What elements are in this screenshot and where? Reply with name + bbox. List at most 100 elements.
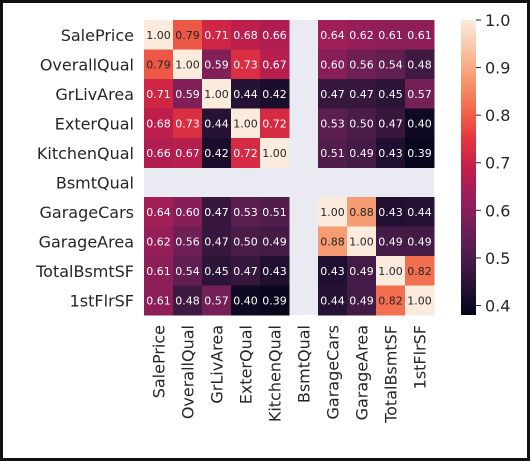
cell-value-label: 0.49 <box>349 294 374 307</box>
cell-value-label: 0.73 <box>175 117 200 130</box>
heatmap-cell <box>173 20 203 50</box>
heatmap-cell <box>347 226 377 257</box>
heatmap-cell <box>405 138 435 168</box>
heatmap-cell <box>144 197 174 227</box>
heatmap-cell <box>376 197 406 227</box>
heatmap-cell <box>347 108 377 139</box>
heatmap-cell <box>202 79 232 109</box>
heatmap-cell <box>144 108 174 139</box>
heatmap-cell <box>376 20 406 50</box>
heatmap-cell <box>173 285 203 316</box>
heatmap-cell <box>405 20 435 50</box>
correlation-heatmap: 1.00 0.79 0.71 0.68 0.66 0.64 0.62 0.61 0.61 0.79… <box>35 11 510 424</box>
heatmap-cell <box>376 79 406 109</box>
cell-value-label: 0.67 <box>262 58 287 71</box>
heatmap-cell <box>260 197 290 227</box>
colorbar-tick-label: 0.6 <box>485 201 510 220</box>
colorbar-tick-label: 0.7 <box>485 154 510 173</box>
heatmap-cell <box>231 79 261 109</box>
heatmap-cell <box>231 49 261 80</box>
cell-value-label: 0.43 <box>262 265 287 278</box>
heatmap-cell <box>376 49 406 80</box>
cell-value-label: 0.72 <box>233 147 258 160</box>
heatmap-cell <box>260 226 290 257</box>
heatmap-cell <box>202 285 232 316</box>
heatmap-cell <box>202 20 232 50</box>
cell-value-label: 0.48 <box>407 58 432 71</box>
cell-value-label: 0.50 <box>349 117 374 130</box>
heatmap-cell <box>173 138 203 168</box>
heatmap-cell <box>318 197 348 227</box>
cell-value-label: 0.40 <box>407 117 432 130</box>
cell-value-label: 0.72 <box>262 117 287 130</box>
column-tick-label: GarageCars <box>324 325 343 419</box>
row-tick-label: GarageCars <box>40 203 134 222</box>
heatmap-cell <box>318 49 348 80</box>
cell-value-label: 0.62 <box>146 235 171 248</box>
heatmap-cell <box>260 79 290 109</box>
cell-value-label: 0.62 <box>349 29 374 42</box>
heatmap-cell <box>318 20 348 50</box>
heatmap-cell <box>376 108 406 139</box>
cell-value-label: 0.47 <box>204 235 229 248</box>
cell-value-label: 0.64 <box>146 206 171 219</box>
heatmap-cell <box>376 138 406 168</box>
cell-value-label: 0.44 <box>204 117 229 130</box>
row-tick-label: TotalBsmtSF <box>35 262 134 281</box>
cell-value-label: 0.49 <box>349 265 374 278</box>
heatmap-cell <box>347 20 377 50</box>
cell-value-label: 0.71 <box>146 88 171 101</box>
cell-value-label: 0.66 <box>262 29 287 42</box>
heatmap-cell <box>405 49 435 80</box>
heatmap-cell <box>376 256 406 286</box>
cell-value-label: 0.71 <box>204 29 229 42</box>
heatmap-cell <box>144 49 174 80</box>
cell-value-label: 0.60 <box>175 206 200 219</box>
heatmap-cell <box>231 226 261 257</box>
cell-value-label: 0.66 <box>146 147 171 160</box>
colorbar-tick-label: 0.4 <box>485 296 510 315</box>
heatmap-cell <box>405 256 435 286</box>
cell-value-label: 0.57 <box>407 88 432 101</box>
column-tick-label: SalePrice <box>150 325 169 398</box>
cell-value-label: 0.39 <box>407 147 432 160</box>
cell-value-label: 0.43 <box>320 265 345 278</box>
heatmap-cell <box>405 108 435 139</box>
cell-value-label: 0.44 <box>407 206 432 219</box>
cell-value-label: 0.82 <box>407 265 432 278</box>
cell-value-label: 0.43 <box>378 147 403 160</box>
cell-value-label: 1.00 <box>233 117 258 130</box>
heatmap-cell <box>231 285 261 316</box>
cell-value-label: 0.67 <box>175 147 200 160</box>
cell-value-label: 1.00 <box>407 294 432 307</box>
heatmap-cell <box>173 226 203 257</box>
colorbar-tick-label: 0.8 <box>485 106 510 125</box>
heatmap-cell <box>144 285 174 316</box>
heatmap-cell <box>260 256 290 286</box>
cell-value-label: 0.47 <box>378 117 403 130</box>
heatmap-cell <box>318 226 348 257</box>
row-tick-label: KitchenQual <box>37 144 134 163</box>
heatmap-cell <box>173 256 203 286</box>
heatmap-cell <box>144 138 174 168</box>
heatmap-cell <box>405 226 435 257</box>
heatmap-cell <box>231 197 261 227</box>
cell-value-label: 0.42 <box>204 147 229 160</box>
cell-value-label: 0.73 <box>233 58 258 71</box>
cell-value-label: 0.42 <box>262 88 287 101</box>
heatmap-cell <box>405 79 435 109</box>
cell-value-label: 1.00 <box>204 88 229 101</box>
cell-value-label: 0.44 <box>320 294 345 307</box>
heatmap-cell <box>173 79 203 109</box>
cell-value-label: 0.68 <box>146 117 171 130</box>
heatmap-cell <box>347 138 377 168</box>
heatmap-cell <box>260 138 290 168</box>
cell-value-label: 0.56 <box>349 58 374 71</box>
cell-value-label: 0.49 <box>349 147 374 160</box>
cell-value-label: 0.79 <box>175 29 200 42</box>
row-tick-label: ExterQual <box>55 114 134 133</box>
heatmap-cell <box>405 285 435 316</box>
heatmap-cell <box>376 285 406 316</box>
heatmap-cell <box>231 256 261 286</box>
column-tick-label: TotalBsmtSF <box>382 325 401 424</box>
